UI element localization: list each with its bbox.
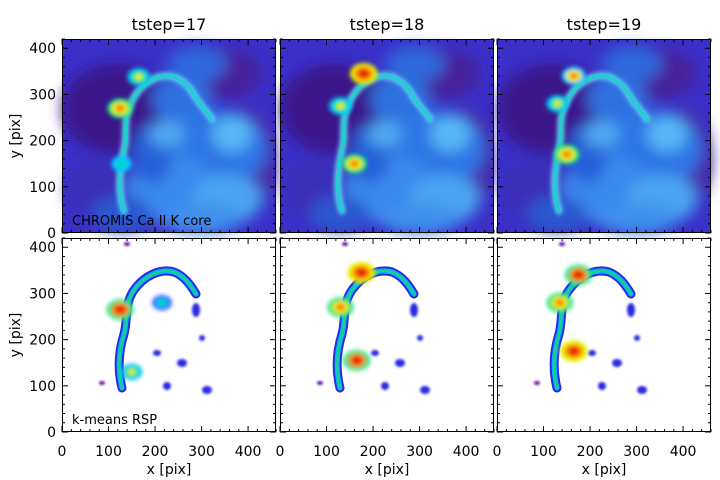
- intensity-image: [280, 39, 495, 234]
- y-tick-label: 200: [29, 333, 56, 349]
- panel-kmeans-2: [279, 237, 495, 433]
- feature-blob: [565, 264, 592, 286]
- x-tick-label: 300: [623, 444, 650, 460]
- panel-intensity-1: CHROMIS Ca II K core: [61, 38, 277, 234]
- feature-core: [562, 150, 572, 158]
- filament-core: [118, 74, 214, 213]
- panel-intensity-3: [496, 38, 712, 234]
- feature-blob: [546, 292, 573, 313]
- feature-blob: [106, 299, 134, 320]
- cluster-inner: [118, 270, 197, 389]
- y-axis-label: y [pix]: [8, 114, 24, 159]
- feature-blob: [152, 295, 172, 311]
- panel-kmeans-3: [496, 237, 712, 433]
- feature-core: [358, 69, 369, 78]
- x-tick-label: 200: [360, 444, 387, 460]
- feature-blob: [121, 363, 143, 381]
- feature-core: [573, 271, 584, 279]
- feature-core: [336, 102, 345, 110]
- feature-blob: [349, 62, 378, 85]
- feature-core: [336, 303, 345, 311]
- feature-core: [350, 160, 359, 168]
- feature-blob: [111, 155, 132, 172]
- panel-frame: [62, 39, 276, 233]
- panel-frame: [62, 238, 276, 432]
- x-tick-label: 0: [276, 444, 285, 460]
- y-tick-label: 400: [29, 41, 56, 57]
- panel-annotation: k-means RSP: [72, 413, 157, 428]
- y-tick-label: 300: [29, 286, 56, 302]
- panel-frame: [280, 39, 494, 233]
- feature-blob: [107, 98, 134, 119]
- cluster-inner: [553, 270, 632, 389]
- feature-core: [356, 268, 367, 277]
- cluster-inner: [336, 270, 415, 389]
- x-axis-label: x [pix]: [582, 462, 627, 478]
- x-tick-label: 200: [577, 444, 604, 460]
- feature-blob: [127, 67, 151, 86]
- feature-blob: [546, 95, 569, 113]
- feature-core: [568, 347, 579, 355]
- panel-frame: [280, 238, 494, 432]
- feature-core: [128, 369, 136, 375]
- panel-title: tstep=19: [567, 15, 642, 34]
- feature-blob: [561, 66, 586, 86]
- y-tick-label: 200: [29, 134, 56, 150]
- x-axis-label: x [pix]: [147, 462, 192, 478]
- x-tick-label: 200: [142, 444, 169, 460]
- y-tick-label: 100: [29, 180, 56, 196]
- feature-core: [118, 160, 126, 167]
- intensity-image: [62, 39, 277, 234]
- feature-blob: [343, 350, 371, 371]
- feature-blob: [341, 154, 367, 174]
- panel-title: tstep=17: [132, 15, 207, 34]
- panel-annotation: CHROMIS Ca II K core: [72, 214, 211, 229]
- x-tick-label: 400: [235, 444, 262, 460]
- feature-core: [555, 299, 565, 307]
- feature-core: [115, 305, 125, 314]
- intensity-image: [497, 39, 712, 234]
- feature-blob: [328, 97, 353, 115]
- feature-blob: [327, 297, 354, 318]
- panel-frame: [497, 238, 711, 432]
- x-tick-label: 100: [95, 444, 122, 460]
- panel-frame: [497, 39, 711, 233]
- x-tick-label: 400: [453, 444, 480, 460]
- x-tick-label: 300: [188, 444, 215, 460]
- panel-title: tstep=18: [350, 15, 425, 34]
- x-axis-label: x [pix]: [365, 462, 410, 478]
- feature-blob: [553, 144, 580, 165]
- y-tick-label: 300: [29, 87, 56, 103]
- x-tick-label: 400: [670, 444, 697, 460]
- y-axis-label: y [pix]: [8, 313, 24, 358]
- y-tick-label: 0: [47, 226, 56, 242]
- y-tick-label: 0: [47, 425, 56, 441]
- feature-blob: [347, 261, 376, 284]
- feature-core: [134, 73, 143, 80]
- x-tick-label: 100: [530, 444, 557, 460]
- feature-core: [158, 300, 166, 306]
- x-tick-label: 300: [406, 444, 433, 460]
- x-tick-label: 0: [58, 444, 67, 460]
- feature-core: [569, 72, 578, 80]
- feature-core: [352, 356, 362, 365]
- panel-intensity-2: [279, 38, 495, 234]
- y-tick-label: 100: [29, 379, 56, 395]
- y-tick-label: 400: [29, 240, 56, 256]
- feature-core: [553, 100, 562, 107]
- feature-core: [115, 104, 125, 112]
- x-tick-label: 100: [313, 444, 340, 460]
- feature-blob: [559, 340, 588, 362]
- panel-kmeans-1: k-means RSP: [61, 237, 277, 433]
- x-tick-label: 0: [493, 444, 502, 460]
